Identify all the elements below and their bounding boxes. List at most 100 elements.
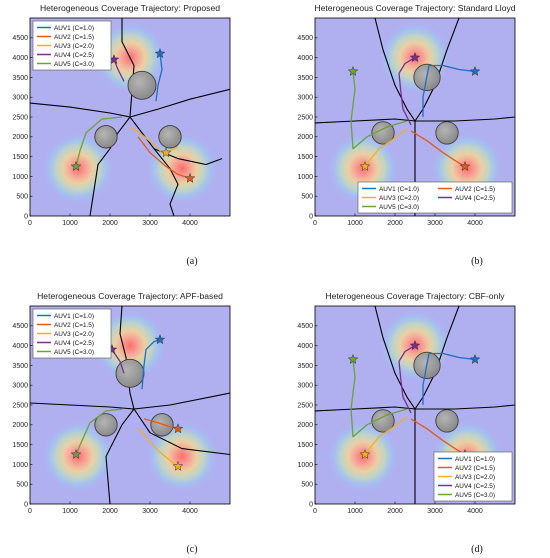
trajectory-auv3 bbox=[364, 128, 408, 167]
x-tick-label: 3000 bbox=[427, 508, 443, 515]
obstacle bbox=[371, 409, 395, 433]
end-marker-auv1 bbox=[154, 333, 166, 345]
chart-title: Heterogeneous Coverage Trajectory: Propo… bbox=[40, 3, 220, 13]
y-tick-label: 2000 bbox=[297, 134, 313, 141]
panel-caption: (b) bbox=[471, 256, 483, 267]
y-tick-label: 1000 bbox=[12, 462, 28, 469]
legend-label-auv5: AUV5 (C=3.0) bbox=[54, 61, 94, 68]
x-tick-label: 0 bbox=[28, 220, 32, 227]
end-marker-auv2 bbox=[172, 423, 184, 434]
y-tick-label: 2500 bbox=[297, 402, 313, 409]
x-tick-label: 4000 bbox=[467, 220, 483, 227]
obstacle bbox=[371, 121, 395, 145]
y-tick-label: 4500 bbox=[297, 35, 313, 42]
x-tick-label: 3000 bbox=[142, 220, 158, 227]
partition-boundary bbox=[315, 406, 416, 412]
chart-title: Heterogeneous Coverage Trajectory: CBF-o… bbox=[325, 291, 505, 301]
partition-boundary bbox=[133, 392, 230, 410]
chart-title: Heterogeneous Coverage Trajectory: APF-b… bbox=[37, 291, 223, 301]
y-tick-label: 0 bbox=[24, 501, 28, 508]
legend-label-auv1: AUV1 (C=1.0) bbox=[455, 456, 495, 463]
legend-label-auv1: AUV1 (C=1.0) bbox=[379, 186, 419, 193]
x-tick-label: 0 bbox=[28, 508, 32, 515]
obstacle bbox=[127, 70, 157, 100]
trajectory-auv3 bbox=[364, 416, 408, 455]
density-peak bbox=[94, 309, 166, 382]
y-tick-label: 1500 bbox=[12, 442, 28, 449]
y-tick-label: 3000 bbox=[12, 383, 28, 390]
legend: AUV1 (C=1.0) AUV2 (C=1.5) AUV3 (C=2.0) AUV4… bbox=[357, 181, 513, 214]
trajectory-auv2 bbox=[410, 130, 466, 168]
obstacle bbox=[435, 409, 459, 433]
panel-caption: (d) bbox=[471, 544, 483, 555]
panel-caption: (c) bbox=[186, 544, 197, 555]
end-marker-auv5 bbox=[70, 160, 82, 172]
end-marker-auv5 bbox=[347, 65, 359, 77]
obstacle bbox=[94, 125, 118, 149]
partition-boundary bbox=[129, 88, 230, 118]
end-marker-auv2 bbox=[459, 160, 471, 172]
legend-label-auv5: AUV5 (C=3.0) bbox=[455, 492, 495, 499]
y-tick-label: 2000 bbox=[12, 422, 28, 429]
end-marker-auv1 bbox=[469, 353, 481, 365]
x-tick-label: 0 bbox=[313, 508, 317, 515]
partition-boundary bbox=[89, 116, 131, 216]
y-tick-label: 0 bbox=[24, 213, 28, 220]
y-tick-label: 500 bbox=[16, 482, 28, 489]
trajectory-auv1 bbox=[422, 64, 476, 117]
legend: AUV1 (C=1.0) AUV2 (C=1.5) AUV3 (C=2.0) AUV4… bbox=[32, 20, 112, 71]
end-marker-auv5 bbox=[347, 353, 359, 365]
legend-label-auv2: AUV2 (C=1.5) bbox=[455, 465, 495, 472]
legend-box bbox=[357, 181, 513, 214]
trajectory-auv1 bbox=[155, 53, 163, 102]
y-tick-label: 3000 bbox=[297, 383, 313, 390]
partition-boundary bbox=[415, 404, 515, 410]
y-tick-label: 1000 bbox=[297, 462, 313, 469]
panel-caption: (a) bbox=[186, 256, 197, 267]
trajectory-auv5 bbox=[75, 116, 123, 167]
y-tick-label: 4000 bbox=[297, 343, 313, 350]
chart-panel-2: Heterogeneous Coverage Trajectory: Stand… bbox=[297, 3, 515, 267]
y-tick-label: 0 bbox=[309, 501, 313, 508]
legend-label-auv4: AUV4 (C=2.5) bbox=[54, 52, 94, 59]
partition-boundary bbox=[374, 18, 416, 122]
trajectory-auv3 bbox=[137, 428, 179, 467]
y-tick-label: 2000 bbox=[12, 134, 28, 141]
legend-label-auv2: AUV2 (C=1.5) bbox=[54, 34, 94, 41]
legend: AUV1 (C=1.0) AUV2 (C=1.5) AUV3 (C=2.0) AUV4… bbox=[433, 451, 513, 502]
x-tick-label: 2000 bbox=[102, 220, 118, 227]
y-tick-label: 2500 bbox=[12, 402, 28, 409]
partition-boundary bbox=[30, 102, 131, 118]
x-tick-label: 1000 bbox=[347, 220, 363, 227]
y-tick-label: 4500 bbox=[297, 323, 313, 330]
trajectory-auv1 bbox=[141, 339, 161, 390]
y-tick-label: 3500 bbox=[297, 75, 313, 82]
x-tick-label: 1000 bbox=[62, 220, 78, 227]
chart-panel-1: Heterogeneous Coverage Trajectory: Propo… bbox=[12, 3, 231, 267]
partition-boundary bbox=[119, 306, 135, 410]
x-tick-label: 4000 bbox=[182, 508, 198, 515]
x-tick-label: 4000 bbox=[182, 220, 198, 227]
trajectory-auv1 bbox=[422, 352, 476, 405]
x-tick-label: 3000 bbox=[142, 508, 158, 515]
trajectory-auv4 bbox=[113, 59, 125, 82]
end-marker-auv3 bbox=[359, 160, 371, 172]
trajectory-auv5 bbox=[350, 359, 408, 438]
y-tick-label: 1500 bbox=[12, 154, 28, 161]
y-tick-label: 500 bbox=[16, 194, 28, 201]
end-marker-auv2 bbox=[184, 172, 196, 183]
y-tick-label: 2000 bbox=[297, 422, 313, 429]
legend-label-auv4: AUV4 (C=2.5) bbox=[54, 340, 94, 347]
y-tick-label: 1000 bbox=[12, 174, 28, 181]
x-tick-label: 2000 bbox=[102, 508, 118, 515]
legend-label-auv2: AUV2 (C=1.5) bbox=[455, 186, 495, 193]
partition-boundary bbox=[133, 408, 230, 456]
x-tick-label: 4000 bbox=[467, 508, 483, 515]
legend-label-auv1: AUV1 (C=1.0) bbox=[54, 313, 94, 320]
end-marker-auv4 bbox=[409, 339, 421, 351]
legend-label-auv1: AUV1 (C=1.0) bbox=[54, 25, 94, 32]
partition-boundary bbox=[315, 118, 416, 124]
end-marker-auv5 bbox=[70, 448, 82, 460]
y-tick-label: 3000 bbox=[297, 95, 313, 102]
